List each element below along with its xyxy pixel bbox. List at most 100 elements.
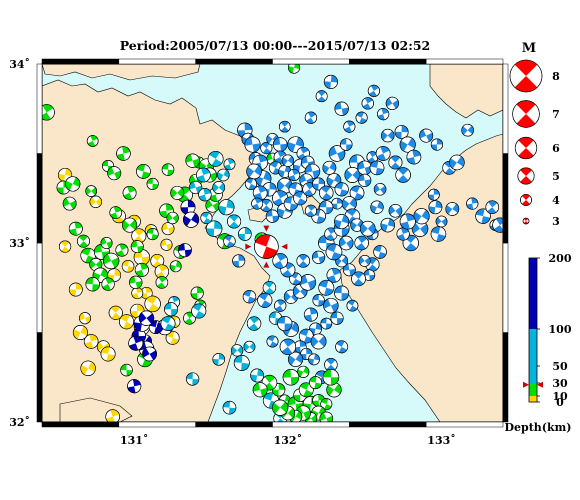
frame-segment-top [195, 58, 273, 65]
event-beachball [466, 197, 479, 210]
event-beachball [165, 330, 180, 345]
event-beachball [346, 299, 359, 312]
event-beachball [146, 177, 159, 190]
frame-segment-left [36, 332, 43, 423]
event-beachball [309, 376, 322, 390]
event-beachball [322, 160, 337, 175]
event-beachball [89, 258, 103, 271]
event-beachball [320, 317, 333, 330]
event-beachball [385, 96, 399, 110]
event-beachball [120, 363, 133, 377]
main-event-marker-arrow [263, 261, 270, 268]
event-beachball [182, 211, 200, 228]
magnitude-legend-symbol [520, 194, 532, 206]
event-beachball [127, 379, 142, 394]
event-beachball [323, 297, 339, 314]
event-beachball [205, 198, 220, 213]
event-beachball [161, 163, 175, 176]
event-beachball [164, 302, 179, 317]
event-beachball [72, 324, 88, 341]
frame-segment-top [41, 58, 120, 65]
magnitude-legend-label: 5 [552, 170, 560, 183]
event-beachball [278, 120, 291, 133]
event-beachball [186, 372, 200, 386]
lon-tick-label: 132˚ [274, 434, 302, 447]
event-beachball [244, 136, 261, 153]
frame-segment-left [36, 242, 43, 333]
event-beachball [377, 108, 390, 121]
main-event-marker-arrow [245, 243, 252, 250]
magnitude-legend-symbol [517, 167, 535, 185]
event-beachball [359, 220, 376, 237]
event-beachball [83, 334, 99, 349]
event-beachball [274, 299, 287, 312]
event-beachball [222, 400, 237, 415]
lat-tick-label: 33˚ [9, 237, 30, 250]
event-beachball [334, 285, 350, 301]
main-event-marker-arrow [263, 225, 270, 232]
event-beachball [354, 235, 369, 251]
event-beachball [161, 222, 175, 236]
event-beachball [343, 120, 356, 133]
event-beachball [272, 253, 288, 269]
event-beachball [413, 208, 430, 225]
event-beachball [109, 206, 123, 219]
event-beachball [373, 245, 387, 259]
main-event-symbol [245, 225, 288, 268]
event-beachball [411, 220, 429, 237]
event-beachball [242, 290, 257, 304]
event-beachball [485, 200, 500, 214]
event-beachball [79, 312, 92, 325]
event-beachball [170, 185, 185, 200]
depth-tick-label: 30 [552, 377, 568, 390]
depth-tick-label: 100 [549, 323, 572, 336]
event-beachball [330, 311, 344, 325]
event-beachball [212, 181, 226, 194]
event-beachball [251, 197, 264, 210]
event-beachball [282, 369, 300, 386]
event-beachball [207, 150, 224, 167]
event-beachball [246, 316, 262, 331]
frame-segment-right [502, 332, 509, 423]
event-beachball [142, 346, 157, 362]
event-beachball [257, 292, 273, 308]
lon-tick-label: 133˚ [427, 434, 455, 447]
event-beachball [323, 74, 338, 89]
event-beachball [250, 368, 265, 383]
depth-tick-label: 0 [556, 396, 564, 409]
frame-segment-right [502, 153, 509, 244]
event-beachball [319, 185, 334, 201]
event-beachball [189, 180, 203, 195]
event-beachball [380, 217, 395, 233]
event-beachball [150, 253, 165, 268]
land-shikoku-north [429, 64, 503, 119]
event-beachball [134, 262, 149, 277]
frame-segment-top [349, 58, 427, 65]
frame-segment-top [272, 58, 350, 65]
frame-segment-right [502, 63, 509, 154]
event-beachball [310, 333, 327, 350]
event-beachball [58, 240, 72, 253]
magnitude-legend: M 8 7 6 5 4 3 [509, 41, 560, 228]
event-beachball [406, 149, 422, 165]
event-beachball [100, 237, 113, 249]
event-beachball [297, 365, 310, 378]
frame-segment-top [118, 58, 196, 65]
lat-tick-label: 32˚ [9, 416, 30, 429]
event-beachball [334, 182, 349, 197]
event-beachball [340, 138, 353, 151]
event-beachball [428, 200, 443, 215]
frame-segment-right [502, 242, 509, 333]
event-beachball [107, 166, 122, 181]
frame-segment-bottom [272, 421, 350, 428]
event-beachball [100, 346, 116, 362]
event-beachball [128, 335, 144, 351]
event-beachball [115, 243, 129, 257]
event-beachball [131, 287, 144, 300]
event-beachball [80, 360, 96, 376]
event-beachball [281, 154, 294, 167]
depth-marker-right [537, 381, 543, 388]
event-beachball [77, 234, 90, 248]
event-beachball [339, 235, 354, 251]
magnitude-legend-symbol [514, 136, 538, 160]
